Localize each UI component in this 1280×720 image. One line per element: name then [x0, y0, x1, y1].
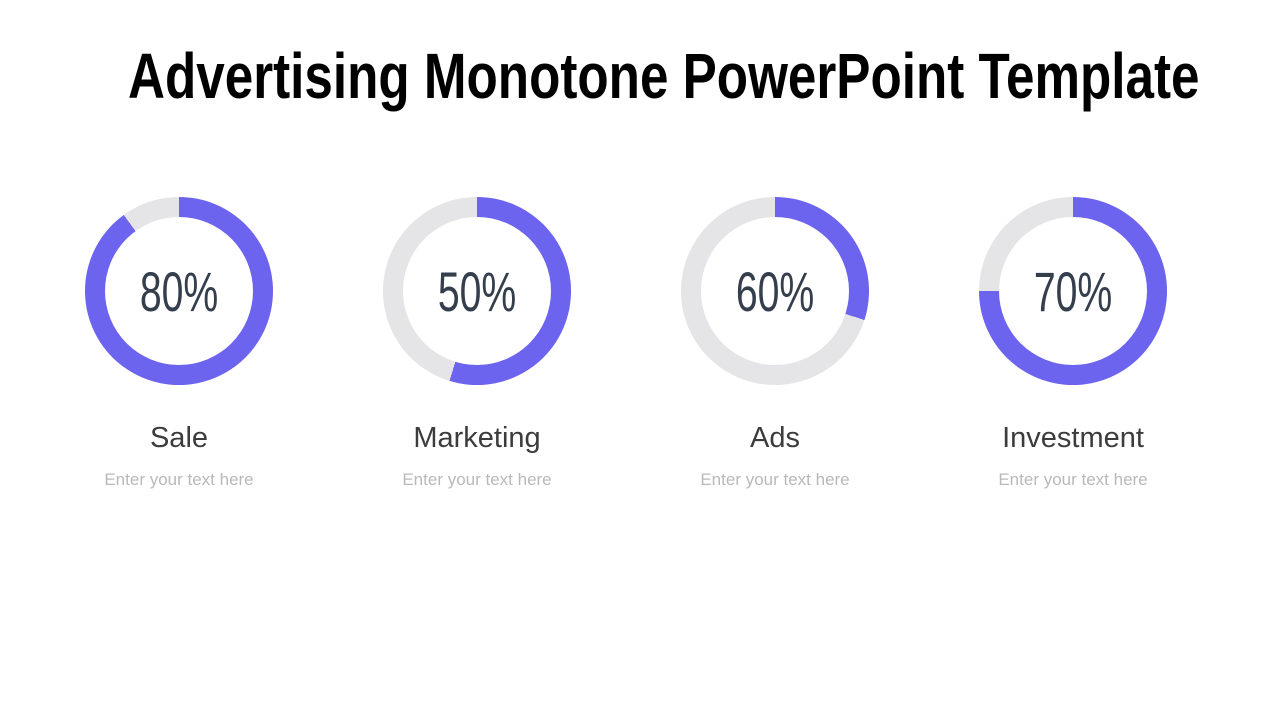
donut-value-label: 70%	[1033, 259, 1113, 323]
donut-value-label: 80%	[139, 259, 219, 323]
donut-hole: 80%	[105, 217, 253, 365]
chart-column-ads: 60% Ads Enter your text here	[626, 197, 924, 491]
donut-ring-ads: 60%	[681, 197, 869, 385]
donut-value-label: 50%	[437, 259, 517, 323]
slide-title: Advertising Monotone PowerPoint Template	[128, 40, 1200, 112]
chart-placeholder-text: Enter your text here	[402, 470, 552, 489]
donut-hole: 60%	[701, 217, 849, 365]
chart-label: Marketing	[413, 422, 541, 454]
chart-placeholder-text: Enter your text here	[998, 470, 1148, 489]
donut-ring-marketing: 50%	[383, 197, 571, 385]
chart-column-investment: 70% Investment Enter your text here	[924, 197, 1222, 491]
chart-label: Ads	[750, 422, 800, 454]
donut-ring-investment: 70%	[979, 197, 1167, 385]
donut-value-label: 60%	[735, 259, 815, 323]
chart-column-sale: 80% Sale Enter your text here	[30, 197, 328, 491]
donut-charts-row: 80% Sale Enter your text here 50% Market…	[30, 197, 1222, 491]
donut-hole: 50%	[403, 217, 551, 365]
chart-label: Sale	[149, 422, 209, 454]
chart-column-marketing: 50% Marketing Enter your text here	[328, 197, 626, 491]
chart-placeholder-text: Enter your text here	[104, 470, 254, 489]
chart-placeholder-text: Enter your text here	[700, 470, 850, 489]
donut-hole: 70%	[999, 217, 1147, 365]
donut-ring-sale: 80%	[85, 197, 273, 385]
chart-label: Investment	[1002, 422, 1144, 454]
